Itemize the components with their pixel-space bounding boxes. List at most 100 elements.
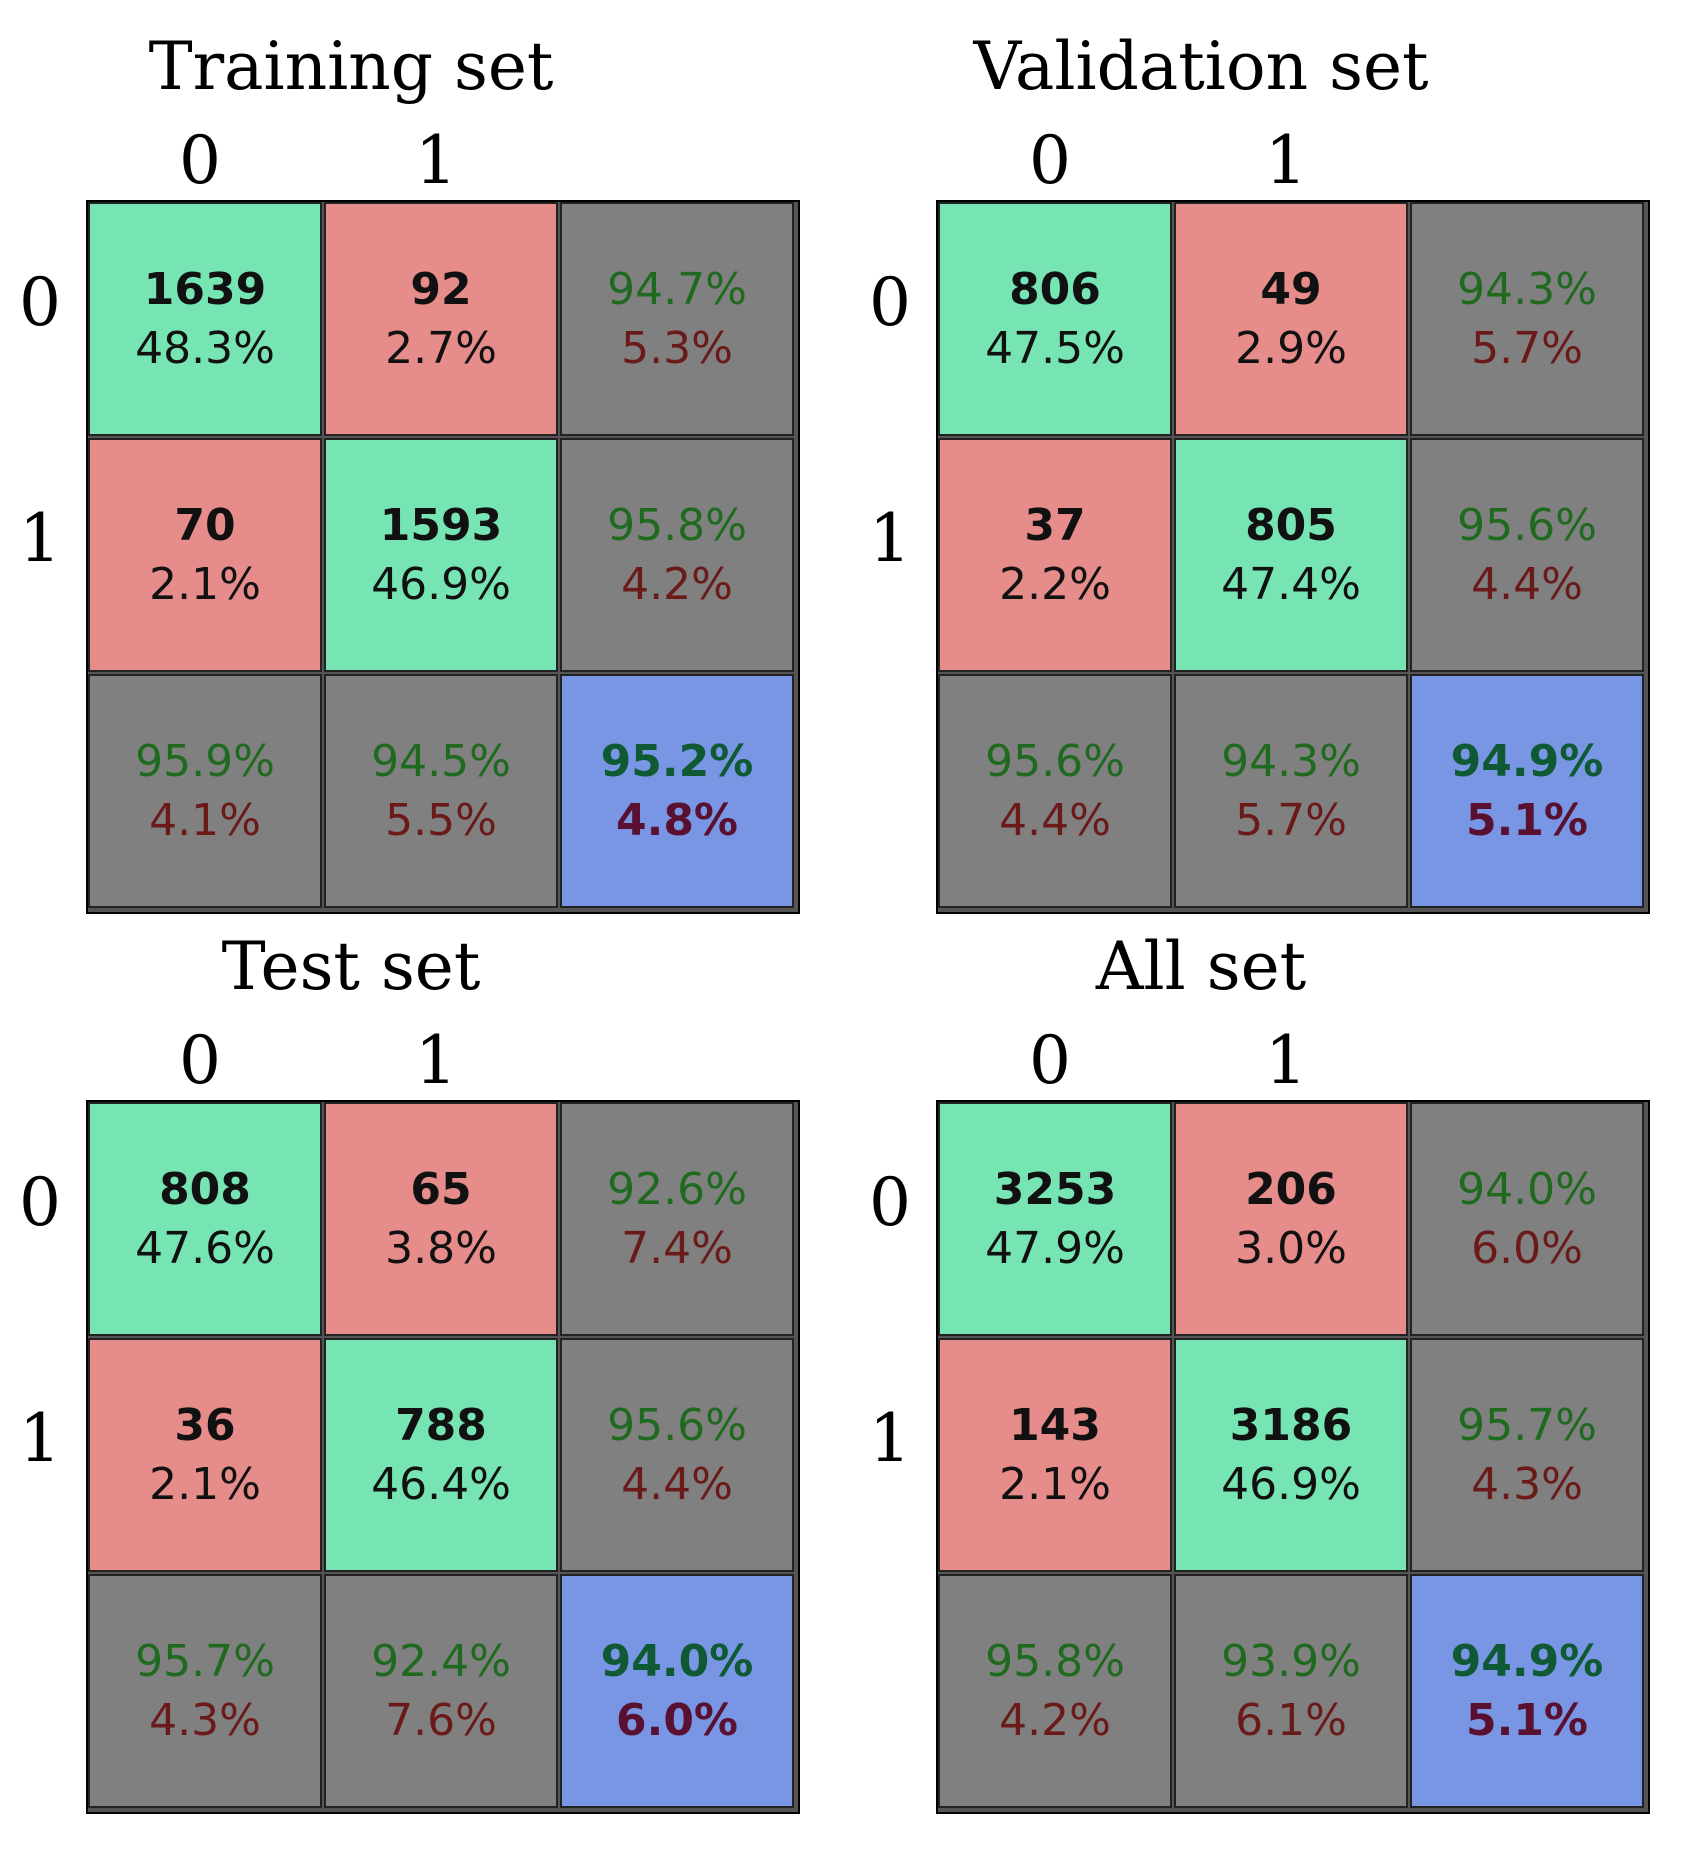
summary-error-percent: 5.7% [1235,795,1347,846]
row-summary-cell: 95.6% 4.4% [560,1338,794,1572]
summary-correct-percent: 95.7% [1457,1399,1597,1451]
cell-count: 143 [1009,1399,1101,1451]
row-summary-cell: 95.7% 4.3% [1410,1338,1644,1572]
row-summary-cell: 95.8% 4.2% [560,438,794,672]
cell-percent: 2.9% [1235,323,1347,374]
column-label: 0 [179,122,221,199]
cell-count: 65 [410,1163,472,1215]
confusion-matrix-grid: 806 47.5% 49 2.9% 37 2.2% 805 47.4% 94.3% 5.7% 95.… [936,200,1650,914]
row-summary-cell: 94.7% 5.3% [560,202,794,436]
cell-count: 1639 [143,263,267,315]
row-label: 1 [869,500,911,577]
summary-error-percent: 5.5% [385,795,497,846]
column-summary-cell: 94.5% 5.5% [324,674,558,908]
column-summary-cell: 95.6% 4.4% [938,674,1172,908]
column-label: 0 [1029,1022,1071,1099]
confusion-matrix-grid: 3253 47.9% 206 3.0% 143 2.1% 3186 46.9% 94.0% 6.0… [936,1100,1650,1814]
overall-cell: 95.2% 4.8% [560,674,794,908]
column-label: 0 [179,1022,221,1099]
cell-count: 3186 [1229,1399,1353,1451]
summary-error-percent: 4.3% [1471,1459,1583,1510]
overall-error: 5.1% [1465,1695,1589,1746]
row-label: 0 [19,1164,61,1241]
summary-error-percent: 4.4% [621,1459,733,1510]
column-summary-cell: 93.9% 6.1% [1174,1574,1408,1808]
incorrect-cell: 37 2.2% [938,438,1172,672]
row-summary-cell: 95.6% 4.4% [1410,438,1644,672]
row-label: 0 [869,264,911,341]
column-summary-cell: 95.9% 4.1% [88,674,322,908]
summary-correct-percent: 95.7% [135,1635,275,1687]
cell-count: 808 [159,1163,251,1215]
correct-cell: 1593 46.9% [324,438,558,672]
overall-accuracy: 94.9% [1450,1635,1604,1687]
cell-percent: 46.9% [371,559,511,610]
panel-title: Test set [221,928,481,1005]
correct-cell: 3253 47.9% [938,1102,1172,1336]
summary-error-percent: 6.1% [1235,1695,1347,1746]
summary-error-percent: 5.3% [621,323,733,374]
row-summary-cell: 92.6% 7.4% [560,1102,794,1336]
correct-cell: 808 47.6% [88,1102,322,1336]
overall-accuracy: 94.9% [1450,735,1604,787]
correct-cell: 1639 48.3% [88,202,322,436]
column-summary-cell: 94.3% 5.7% [1174,674,1408,908]
row-label: 1 [19,1400,61,1477]
cell-percent: 2.7% [385,323,497,374]
panel-title: All set [1095,928,1307,1005]
summary-correct-percent: 92.4% [371,1635,511,1687]
cell-count: 36 [174,1399,236,1451]
summary-correct-percent: 94.0% [1457,1163,1597,1215]
incorrect-cell: 206 3.0% [1174,1102,1408,1336]
cell-percent: 3.8% [385,1223,497,1274]
summary-correct-percent: 92.6% [607,1163,747,1215]
cell-percent: 47.5% [985,323,1125,374]
column-label: 1 [415,122,457,199]
cell-percent: 2.2% [999,559,1111,610]
summary-correct-percent: 95.6% [1457,499,1597,551]
overall-error: 4.8% [615,795,739,846]
cell-count: 92 [410,263,472,315]
incorrect-cell: 49 2.9% [1174,202,1408,436]
summary-correct-percent: 94.3% [1457,263,1597,315]
cell-percent: 47.9% [985,1223,1125,1274]
summary-error-percent: 4.2% [621,559,733,610]
overall-accuracy: 95.2% [600,735,754,787]
test-set-panel: Test set 0 1 0 1 808 47.6% 65 3.8% 36 2.1% 788 46.4%… [0,900,820,1820]
cell-count: 37 [1024,499,1086,551]
summary-correct-percent: 95.6% [607,1399,747,1451]
cell-percent: 3.0% [1235,1223,1347,1274]
incorrect-cell: 65 3.8% [324,1102,558,1336]
cell-count: 788 [395,1399,487,1451]
correct-cell: 788 46.4% [324,1338,558,1572]
cell-percent: 46.9% [1221,1459,1361,1510]
overall-cell: 94.9% 5.1% [1410,674,1644,908]
summary-error-percent: 7.4% [621,1223,733,1274]
confusion-matrix-grid: 808 47.6% 65 3.8% 36 2.1% 788 46.4% 92.6% 7.4% 95.… [86,1100,800,1814]
confusion-matrix-grid: 1639 48.3% 92 2.7% 70 2.1% 1593 46.9% 94.7% 5.3% 9… [86,200,800,914]
column-summary-cell: 92.4% 7.6% [324,1574,558,1808]
summary-error-percent: 4.4% [999,795,1111,846]
summary-error-percent: 4.4% [1471,559,1583,610]
correct-cell: 3186 46.9% [1174,1338,1408,1572]
row-label: 0 [869,1164,911,1241]
row-label: 1 [19,500,61,577]
cell-count: 3253 [993,1163,1117,1215]
panel-title: Training set [148,28,554,105]
cell-percent: 46.4% [371,1459,511,1510]
training-set-panel: Training set 0 1 0 1 1639 48.3% 92 2.7% 70 2.1% 159… [0,0,820,920]
cell-count: 70 [174,499,236,551]
row-label: 1 [869,1400,911,1477]
summary-correct-percent: 95.8% [985,1635,1125,1687]
cell-count: 806 [1009,263,1101,315]
cell-count: 206 [1245,1163,1337,1215]
overall-error: 6.0% [615,1695,739,1746]
summary-correct-percent: 93.9% [1221,1635,1361,1687]
row-label: 0 [19,264,61,341]
cell-percent: 2.1% [999,1459,1111,1510]
overall-cell: 94.9% 5.1% [1410,1574,1644,1808]
column-label: 1 [1265,1022,1307,1099]
summary-error-percent: 4.3% [149,1695,261,1746]
summary-correct-percent: 95.6% [985,735,1125,787]
cell-count: 49 [1260,263,1322,315]
